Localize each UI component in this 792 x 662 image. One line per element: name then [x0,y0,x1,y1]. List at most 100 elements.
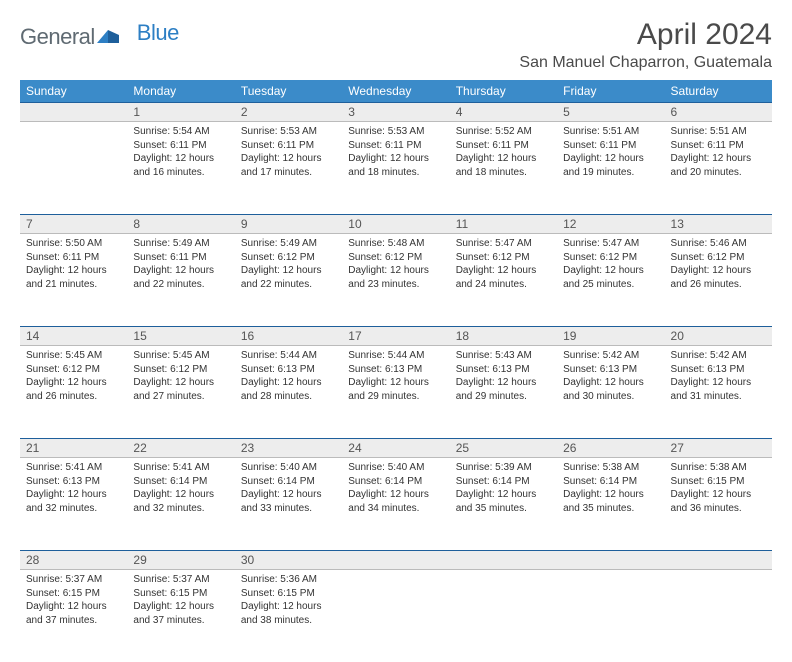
day-content: Sunrise: 5:42 AMSunset: 6:13 PMDaylight:… [557,346,664,409]
sunset-text: Sunset: 6:11 PM [563,139,658,153]
day-cell: Sunrise: 5:53 AMSunset: 6:11 PMDaylight:… [342,122,449,214]
day-content: Sunrise: 5:47 AMSunset: 6:12 PMDaylight:… [450,234,557,297]
day-content: Sunrise: 5:40 AMSunset: 6:14 PMDaylight:… [342,458,449,521]
sunrise-text: Sunrise: 5:52 AM [456,125,551,139]
day-cell: Sunrise: 5:49 AMSunset: 6:12 PMDaylight:… [235,234,342,326]
sunrise-text: Sunrise: 5:47 AM [563,237,658,251]
daylight-text: and 29 minutes. [456,390,551,404]
sunrise-text: Sunrise: 5:36 AM [241,573,336,587]
day-number: 10 [342,214,449,234]
daylight-text: Daylight: 12 hours [133,376,228,390]
daylight-text: and 26 minutes. [26,390,121,404]
day-number [665,550,772,570]
day-content: Sunrise: 5:48 AMSunset: 6:12 PMDaylight:… [342,234,449,297]
daylight-text: and 19 minutes. [563,166,658,180]
sunrise-text: Sunrise: 5:38 AM [671,461,766,475]
daylight-text: Daylight: 12 hours [241,264,336,278]
day-content: Sunrise: 5:46 AMSunset: 6:12 PMDaylight:… [665,234,772,297]
daynum-row: 123456 [20,102,772,122]
daylight-text: and 38 minutes. [241,614,336,628]
sunrise-text: Sunrise: 5:46 AM [671,237,766,251]
day-header: Friday [557,80,664,102]
daylight-text: Daylight: 12 hours [133,600,228,614]
daylight-text: Daylight: 12 hours [563,264,658,278]
calendar-table: SundayMondayTuesdayWednesdayThursdayFrid… [20,80,772,662]
day-content: Sunrise: 5:44 AMSunset: 6:13 PMDaylight:… [235,346,342,409]
day-cell: Sunrise: 5:45 AMSunset: 6:12 PMDaylight:… [127,346,234,438]
daylight-text: and 22 minutes. [241,278,336,292]
day-cell: Sunrise: 5:36 AMSunset: 6:15 PMDaylight:… [235,570,342,662]
daylight-text: and 25 minutes. [563,278,658,292]
day-cell: Sunrise: 5:42 AMSunset: 6:13 PMDaylight:… [665,346,772,438]
daylight-text: Daylight: 12 hours [133,152,228,166]
day-content: Sunrise: 5:40 AMSunset: 6:14 PMDaylight:… [235,458,342,521]
day-number [342,550,449,570]
day-cell: Sunrise: 5:44 AMSunset: 6:13 PMDaylight:… [235,346,342,438]
sunset-text: Sunset: 6:15 PM [671,475,766,489]
day-cell [665,570,772,662]
sunrise-text: Sunrise: 5:38 AM [563,461,658,475]
day-content: Sunrise: 5:51 AMSunset: 6:11 PMDaylight:… [665,122,772,185]
daylight-text: Daylight: 12 hours [26,488,121,502]
day-number: 7 [20,214,127,234]
sunset-text: Sunset: 6:11 PM [133,139,228,153]
daylight-text: Daylight: 12 hours [348,152,443,166]
daylight-text: Daylight: 12 hours [348,264,443,278]
location-label: San Manuel Chaparron, Guatemala [519,54,772,72]
sunset-text: Sunset: 6:14 PM [133,475,228,489]
daylight-text: Daylight: 12 hours [133,264,228,278]
day-number: 22 [127,438,234,458]
day-number: 11 [450,214,557,234]
day-cell: Sunrise: 5:41 AMSunset: 6:14 PMDaylight:… [127,458,234,550]
day-content: Sunrise: 5:37 AMSunset: 6:15 PMDaylight:… [20,570,127,633]
day-cell: Sunrise: 5:40 AMSunset: 6:14 PMDaylight:… [342,458,449,550]
week-row: Sunrise: 5:37 AMSunset: 6:15 PMDaylight:… [20,570,772,662]
title-block: April 2024 San Manuel Chaparron, Guatema… [519,18,772,72]
daylight-text: and 22 minutes. [133,278,228,292]
sunset-text: Sunset: 6:12 PM [348,251,443,265]
day-number: 3 [342,102,449,122]
day-number [20,102,127,122]
day-cell: Sunrise: 5:48 AMSunset: 6:12 PMDaylight:… [342,234,449,326]
daylight-text: and 34 minutes. [348,502,443,516]
sunrise-text: Sunrise: 5:43 AM [456,349,551,363]
day-cell: Sunrise: 5:39 AMSunset: 6:14 PMDaylight:… [450,458,557,550]
sunset-text: Sunset: 6:11 PM [26,251,121,265]
daylight-text: and 28 minutes. [241,390,336,404]
week-row: Sunrise: 5:41 AMSunset: 6:13 PMDaylight:… [20,458,772,550]
day-cell: Sunrise: 5:47 AMSunset: 6:12 PMDaylight:… [450,234,557,326]
daylight-text: and 18 minutes. [456,166,551,180]
sunrise-text: Sunrise: 5:45 AM [133,349,228,363]
day-content: Sunrise: 5:38 AMSunset: 6:14 PMDaylight:… [557,458,664,521]
day-number: 2 [235,102,342,122]
day-number: 8 [127,214,234,234]
sunrise-text: Sunrise: 5:37 AM [133,573,228,587]
day-cell: Sunrise: 5:47 AMSunset: 6:12 PMDaylight:… [557,234,664,326]
week-row: Sunrise: 5:50 AMSunset: 6:11 PMDaylight:… [20,234,772,326]
daylight-text: and 27 minutes. [133,390,228,404]
day-cell: Sunrise: 5:44 AMSunset: 6:13 PMDaylight:… [342,346,449,438]
day-content: Sunrise: 5:41 AMSunset: 6:14 PMDaylight:… [127,458,234,521]
day-number: 15 [127,326,234,346]
sunset-text: Sunset: 6:12 PM [671,251,766,265]
day-content: Sunrise: 5:41 AMSunset: 6:13 PMDaylight:… [20,458,127,521]
day-number: 29 [127,550,234,570]
day-number [557,550,664,570]
day-content: Sunrise: 5:49 AMSunset: 6:12 PMDaylight:… [235,234,342,297]
day-content: Sunrise: 5:44 AMSunset: 6:13 PMDaylight:… [342,346,449,409]
daylight-text: Daylight: 12 hours [348,488,443,502]
daynum-row: 14151617181920 [20,326,772,346]
daylight-text: and 36 minutes. [671,502,766,516]
day-header: Thursday [450,80,557,102]
daylight-text: Daylight: 12 hours [241,376,336,390]
sunset-text: Sunset: 6:15 PM [133,587,228,601]
daylight-text: and 17 minutes. [241,166,336,180]
day-number: 19 [557,326,664,346]
day-content: Sunrise: 5:50 AMSunset: 6:11 PMDaylight:… [20,234,127,297]
day-number: 12 [557,214,664,234]
daylight-text: Daylight: 12 hours [456,376,551,390]
week-row: Sunrise: 5:45 AMSunset: 6:12 PMDaylight:… [20,346,772,438]
day-content: Sunrise: 5:53 AMSunset: 6:11 PMDaylight:… [342,122,449,185]
day-header: Sunday [20,80,127,102]
day-header: Saturday [665,80,772,102]
